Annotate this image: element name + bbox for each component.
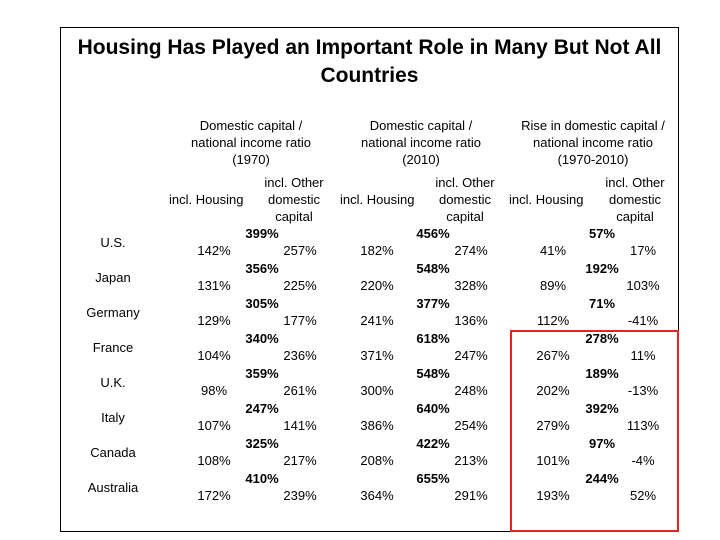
- other-value: 261%: [275, 383, 325, 398]
- housing-value: 142%: [189, 243, 239, 258]
- other-value: 247%: [446, 348, 496, 363]
- total-value: 618%: [403, 331, 463, 346]
- total-value: 548%: [403, 366, 463, 381]
- header-2010-line2: national income ratio: [341, 134, 501, 151]
- header-1970-line3: (1970): [171, 151, 331, 168]
- header-rise-line1: Rise in domestic capital /: [508, 117, 678, 134]
- other-value: 274%: [446, 243, 496, 258]
- other-value: 217%: [275, 453, 325, 468]
- total-value: 356%: [232, 261, 292, 276]
- total-value: 340%: [232, 331, 292, 346]
- other-value: 239%: [275, 488, 325, 503]
- total-value: 399%: [232, 226, 292, 241]
- total-value: 359%: [232, 366, 292, 381]
- header-2010-line3: (2010): [341, 151, 501, 168]
- housing-value: 386%: [352, 418, 402, 433]
- housing-value: 89%: [528, 278, 578, 293]
- other-value: -41%: [618, 313, 668, 328]
- country-label: France: [74, 340, 152, 355]
- country-label: Italy: [74, 410, 152, 425]
- other-value: 291%: [446, 488, 496, 503]
- other-value: 225%: [275, 278, 325, 293]
- total-value: 192%: [572, 261, 632, 276]
- housing-value: 112%: [528, 313, 578, 328]
- total-value: 71%: [572, 296, 632, 311]
- total-value: 640%: [403, 401, 463, 416]
- housing-value: 371%: [352, 348, 402, 363]
- total-value: 548%: [403, 261, 463, 276]
- housing-value: 220%: [352, 278, 402, 293]
- header-2010: Domestic capital / national income ratio…: [341, 117, 501, 168]
- slide-title: Housing Has Played an Important Role in …: [62, 34, 677, 90]
- other-value: 236%: [275, 348, 325, 363]
- housing-value: 107%: [189, 418, 239, 433]
- housing-value: 131%: [189, 278, 239, 293]
- total-value: 325%: [232, 436, 292, 451]
- housing-value: 364%: [352, 488, 402, 503]
- other-value: 17%: [618, 243, 668, 258]
- header-rise-line2: national income ratio: [508, 134, 678, 151]
- header-1970-line1: Domestic capital /: [171, 117, 331, 134]
- country-label: Canada: [74, 445, 152, 460]
- housing-value: 129%: [189, 313, 239, 328]
- total-value: 655%: [403, 471, 463, 486]
- total-value: 456%: [403, 226, 463, 241]
- subheader-housing-1970: incl. Housing: [169, 191, 243, 208]
- total-value: 57%: [572, 226, 632, 241]
- housing-value: 300%: [352, 383, 402, 398]
- country-label: U.S.: [74, 235, 152, 250]
- subheader-other-1970: incl. Other domestic capital: [254, 174, 334, 225]
- country-label: Japan: [74, 270, 152, 285]
- subheader-housing-rise: incl. Housing: [509, 191, 583, 208]
- subheader-other-rise: incl. Other domestic capital: [595, 174, 675, 225]
- other-value: 136%: [446, 313, 496, 328]
- other-value: 328%: [446, 278, 496, 293]
- header-rise-line3: (1970-2010): [508, 151, 678, 168]
- housing-value: 41%: [528, 243, 578, 258]
- header-rise: Rise in domestic capital / national inco…: [508, 117, 678, 168]
- header-1970: Domestic capital / national income ratio…: [171, 117, 331, 168]
- country-label: Germany: [74, 305, 152, 320]
- highlight-box: [510, 330, 679, 532]
- housing-value: 172%: [189, 488, 239, 503]
- total-value: 422%: [403, 436, 463, 451]
- total-value: 410%: [232, 471, 292, 486]
- total-value: 305%: [232, 296, 292, 311]
- other-value: 141%: [275, 418, 325, 433]
- other-value: 254%: [446, 418, 496, 433]
- country-label: Australia: [74, 480, 152, 495]
- housing-value: 241%: [352, 313, 402, 328]
- header-2010-line1: Domestic capital /: [341, 117, 501, 134]
- subheader-housing-2010: incl. Housing: [340, 191, 414, 208]
- housing-value: 98%: [189, 383, 239, 398]
- other-value: 177%: [275, 313, 325, 328]
- housing-value: 108%: [189, 453, 239, 468]
- housing-value: 104%: [189, 348, 239, 363]
- header-1970-line2: national income ratio: [171, 134, 331, 151]
- total-value: 377%: [403, 296, 463, 311]
- housing-value: 208%: [352, 453, 402, 468]
- total-value: 247%: [232, 401, 292, 416]
- housing-value: 182%: [352, 243, 402, 258]
- country-label: U.K.: [74, 375, 152, 390]
- other-value: 248%: [446, 383, 496, 398]
- other-value: 257%: [275, 243, 325, 258]
- other-value: 103%: [618, 278, 668, 293]
- subheader-other-2010: incl. Other domestic capital: [425, 174, 505, 225]
- other-value: 213%: [446, 453, 496, 468]
